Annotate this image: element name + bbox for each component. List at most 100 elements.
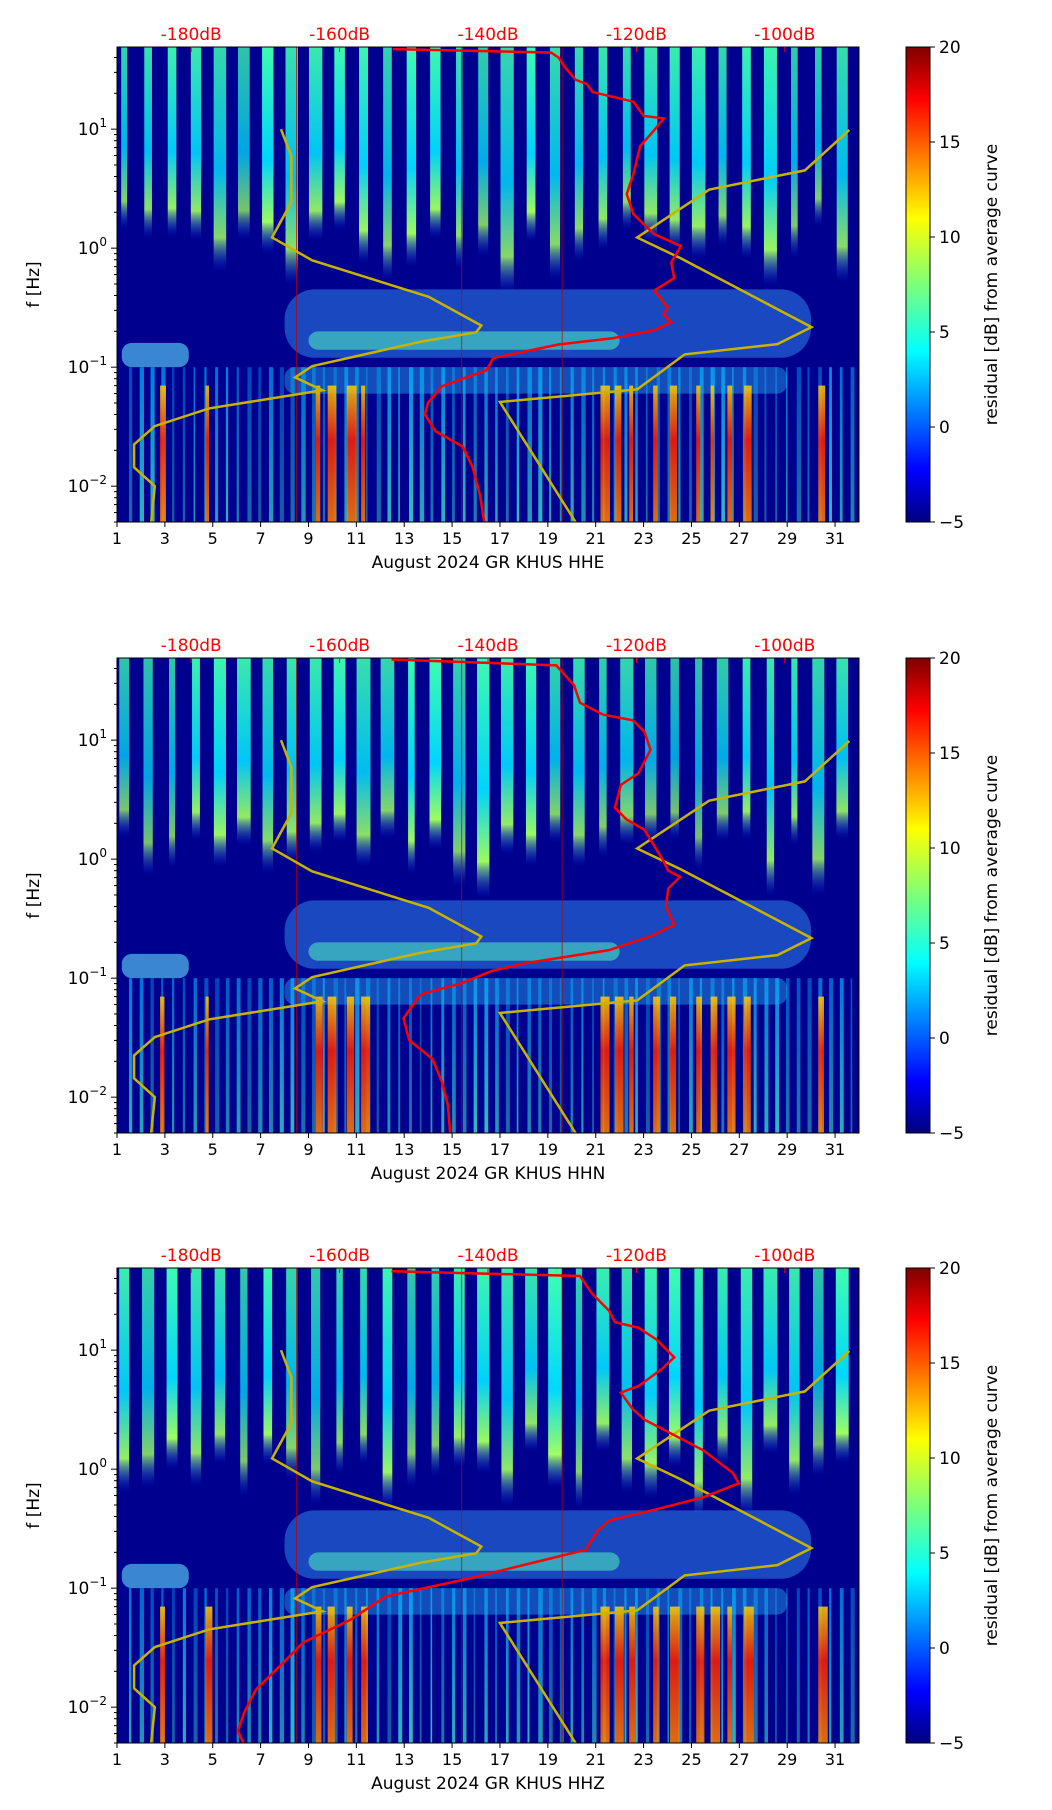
x-tick-label: 5 xyxy=(208,1140,218,1159)
x-tick-label: 19 xyxy=(538,1750,558,1769)
colorbar-tick-label: 0 xyxy=(939,1029,950,1049)
y-tick-exponent: −2 xyxy=(89,1694,107,1708)
x-tick-label: 29 xyxy=(777,1140,797,1159)
x-tick-label: 19 xyxy=(538,529,558,548)
x-tick-label: 3 xyxy=(160,529,170,548)
y-tick-label: 10−2 xyxy=(68,473,107,497)
top-db-tick-label: -180dB xyxy=(161,636,222,656)
x-tick-label: 21 xyxy=(586,1750,606,1769)
y-tick-exponent: 0 xyxy=(99,235,107,249)
y-tick-label: 101 xyxy=(78,1337,107,1361)
colorbar-tick-label: 15 xyxy=(939,1354,961,1374)
y-tick-base: 10 xyxy=(78,1460,100,1480)
x-tick-label: 19 xyxy=(538,1140,558,1159)
top-db-tick-label: -160dB xyxy=(309,636,370,656)
top-db-tick-label: -140dB xyxy=(457,636,518,656)
y-tick-label: 101 xyxy=(78,727,107,751)
colorbar-tick-label: 0 xyxy=(939,418,950,438)
yellow-reference-curve-1 xyxy=(132,1349,484,1743)
red-psd-curve xyxy=(236,1270,741,1743)
x-tick-label: 7 xyxy=(256,1750,266,1769)
y-tick-exponent: −1 xyxy=(89,965,107,979)
x-tick-label: 15 xyxy=(442,1750,462,1769)
x-tick-label: 9 xyxy=(303,529,313,548)
y-tick-base: 10 xyxy=(68,477,90,497)
y-tick-exponent: 1 xyxy=(99,727,107,741)
y-tick-label: 10−2 xyxy=(68,1694,107,1718)
x-tick-label: 25 xyxy=(681,1750,701,1769)
x-tick-label: 13 xyxy=(394,529,414,548)
y-tick-base: 10 xyxy=(68,1579,90,1599)
x-tick-label: 29 xyxy=(777,1750,797,1769)
y-tick-label: 10−1 xyxy=(68,965,107,989)
colorbar-label: residual [dB] from average curve xyxy=(982,1365,1002,1646)
x-tick-label: 23 xyxy=(633,1140,653,1159)
y-tick-base: 10 xyxy=(78,239,100,259)
colorbar xyxy=(905,1267,931,1744)
x-tick-label: 25 xyxy=(681,1140,701,1159)
x-tick-label: 7 xyxy=(256,529,266,548)
x-tick-label: 27 xyxy=(729,1140,749,1159)
x-tick-label: 15 xyxy=(442,1140,462,1159)
y-tick-exponent: −1 xyxy=(89,1575,107,1589)
x-tick-label: 31 xyxy=(825,1750,845,1769)
y-tick-label: 10−2 xyxy=(68,1084,107,1108)
top-db-tick-label: -100dB xyxy=(754,636,815,656)
y-tick-base: 10 xyxy=(78,850,100,870)
yellow-reference-curve-1 xyxy=(132,128,484,522)
x-tick-label: 1 xyxy=(112,1750,122,1769)
yellow-reference-curve-2 xyxy=(497,128,851,522)
top-db-tick-label: -100dB xyxy=(754,25,815,45)
x-axis-label: August 2024 GR KHUS HHE xyxy=(372,553,605,573)
x-tick-label: 21 xyxy=(586,1140,606,1159)
y-tick-exponent: 0 xyxy=(99,846,107,860)
x-tick-label: 31 xyxy=(825,1140,845,1159)
top-db-tick-label: -120dB xyxy=(606,636,667,656)
colorbar-tick-label: −5 xyxy=(939,1124,964,1144)
y-tick-exponent: −1 xyxy=(89,354,107,368)
y-tick-exponent: −2 xyxy=(89,473,107,487)
y-tick-base: 10 xyxy=(78,120,100,140)
top-db-tick-label: -120dB xyxy=(606,25,667,45)
y-tick-base: 10 xyxy=(68,969,90,989)
x-tick-label: 1 xyxy=(112,529,122,548)
colorbar-tick-label: 20 xyxy=(939,38,961,58)
top-db-tick-label: -160dB xyxy=(309,1246,370,1266)
x-tick-label: 11 xyxy=(346,1140,366,1159)
x-tick-label: 15 xyxy=(442,529,462,548)
x-tick-label: 17 xyxy=(490,1750,510,1769)
yellow-reference-curve-2 xyxy=(497,1349,851,1743)
x-tick-label: 5 xyxy=(208,529,218,548)
colorbar-tick-label: 10 xyxy=(939,1449,961,1469)
colorbar-label: residual [dB] from average curve xyxy=(982,144,1002,425)
y-tick-base: 10 xyxy=(68,1088,90,1108)
y-tick-base: 10 xyxy=(78,1341,100,1361)
top-db-tick-label: -180dB xyxy=(161,1246,222,1266)
yellow-reference-curve-2 xyxy=(497,739,851,1133)
spectrogram-image xyxy=(117,1268,859,1743)
colorbar xyxy=(905,657,931,1134)
y-tick-label: 10−1 xyxy=(68,1575,107,1599)
x-tick-label: 31 xyxy=(825,529,845,548)
x-tick-label: 27 xyxy=(729,1750,749,1769)
x-tick-label: 3 xyxy=(160,1140,170,1159)
y-tick-label: 100 xyxy=(78,235,107,259)
red-psd-curve xyxy=(392,47,683,522)
y-tick-exponent: 1 xyxy=(99,1337,107,1351)
colorbar-tick-label: 10 xyxy=(939,228,961,248)
colorbar-tick-label: 5 xyxy=(939,1544,950,1564)
x-tick-label: 11 xyxy=(346,529,366,548)
x-tick-label: 3 xyxy=(160,1750,170,1769)
x-tick-label: 17 xyxy=(490,1140,510,1159)
red-psd-curve xyxy=(391,658,683,1133)
colorbar-tick-label: 10 xyxy=(939,839,961,859)
colorbar-tick-label: −5 xyxy=(939,513,964,533)
colorbar xyxy=(905,46,931,523)
y-axis-label: f [Hz] xyxy=(24,1482,44,1528)
top-db-tick-label: -100dB xyxy=(754,1246,815,1266)
colorbar-tick-label: 20 xyxy=(939,1259,961,1279)
x-tick-label: 9 xyxy=(303,1750,313,1769)
